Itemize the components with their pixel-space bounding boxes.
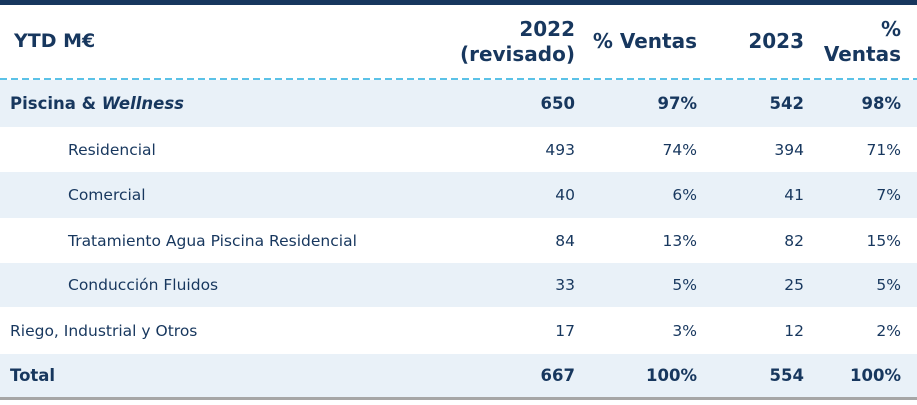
pct-ventas-2022: 13%: [662, 231, 697, 250]
header-dashed-divider: [0, 78, 917, 80]
row-label-text: Riego, Industrial y Otros: [10, 321, 198, 340]
value-2023: 554: [769, 366, 804, 385]
row-label: Conducción Fluidos: [0, 276, 455, 294]
value-2022: 40: [555, 186, 575, 204]
bottom-whitespace: [0, 400, 917, 405]
pct-ventas-2023: 2%: [876, 321, 901, 340]
header-2022-line1: 2022: [519, 16, 575, 41]
pct-ventas-2023: 98%: [861, 94, 902, 113]
pct-ventas-2023: 71%: [866, 140, 901, 159]
row-label: Total: [0, 366, 455, 385]
row-label-text: Total: [10, 366, 56, 385]
header-pct-ventas-2022: % Ventas: [575, 29, 697, 54]
value-2023: 394: [774, 140, 804, 159]
value-2022: 650: [540, 94, 575, 113]
value-2023: 41: [784, 186, 804, 204]
table-row-conduccion-fluidos: Conducción Fluidos 33 5% 25 5%: [0, 263, 917, 307]
row-label: Comercial: [0, 186, 455, 204]
table-row-total: Total 667 100% 554 100%: [0, 354, 917, 397]
row-label-text: Residencial: [68, 140, 156, 159]
pct-ventas-2022: 6%: [672, 186, 697, 204]
table-row-piscina-wellness: Piscina & Wellness 650 97% 542 98%: [0, 80, 917, 127]
value-2022: 17: [555, 321, 575, 340]
row-label: Riego, Industrial y Otros: [0, 322, 455, 340]
value-2023: 25: [784, 276, 804, 294]
table-row-residencial: Residencial 493 74% 394 71%: [0, 127, 917, 172]
pct-ventas-2023: 100%: [850, 366, 901, 385]
value-2023: 82: [784, 231, 804, 250]
row-label: Piscina & Wellness: [0, 94, 455, 113]
value-2022: 33: [555, 276, 575, 294]
row-label-text: Tratamiento Agua Piscina Residencial: [68, 231, 357, 250]
header-ytd-me-label: YTD M€: [14, 30, 96, 52]
header-2022-line2: (revisado): [459, 41, 575, 66]
header-ytd-me: YTD M€: [0, 29, 455, 54]
header-2023: 2023: [697, 29, 804, 54]
row-label-text: Comercial: [68, 186, 146, 204]
top-border-bar: [0, 0, 917, 5]
table-row-riego-industrial-otros: Riego, Industrial y Otros 17 3% 12 2%: [0, 307, 917, 354]
table-row-tratamiento-agua: Tratamiento Agua Piscina Residencial 84 …: [0, 218, 917, 263]
value-2022: 667: [540, 366, 575, 385]
table-row-comercial: Comercial 40 6% 41 7%: [0, 172, 917, 218]
header-pct-ventas-2022-label: % Ventas: [592, 29, 697, 53]
pct-ventas-2022: 5%: [672, 276, 697, 294]
value-2023: 542: [769, 94, 804, 113]
value-2022: 84: [555, 231, 575, 250]
pct-ventas-2022: 74%: [662, 140, 697, 159]
header-pct-ventas-2023-line2: Ventas: [823, 41, 901, 66]
header-pct-ventas-2023: % Ventas: [804, 17, 901, 67]
header-2023-label: 2023: [748, 29, 804, 53]
pct-ventas-2022: 3%: [672, 321, 697, 340]
value-2023: 12: [784, 321, 804, 340]
table-header-row: YTD M€ 2022 (revisado) % Ventas 2023 % V…: [0, 5, 917, 78]
row-label-italic-text: Wellness: [101, 94, 184, 113]
value-2022: 493: [545, 140, 575, 159]
pct-ventas-2022: 97%: [657, 94, 698, 113]
row-label: Residencial: [0, 141, 455, 159]
header-pct-ventas-2023-line1: %: [880, 16, 901, 41]
bottom-border-bar: [0, 397, 917, 400]
pct-ventas-2023: 5%: [876, 276, 901, 294]
pct-ventas-2023: 7%: [876, 186, 901, 204]
row-label-text: Piscina &: [10, 94, 102, 113]
row-label-text: Conducción Fluidos: [68, 276, 219, 294]
header-2022-revisado: 2022 (revisado): [455, 17, 575, 67]
row-label: Tratamiento Agua Piscina Residencial: [0, 232, 455, 250]
pct-ventas-2023: 15%: [866, 231, 901, 250]
pct-ventas-2022: 100%: [646, 366, 697, 385]
